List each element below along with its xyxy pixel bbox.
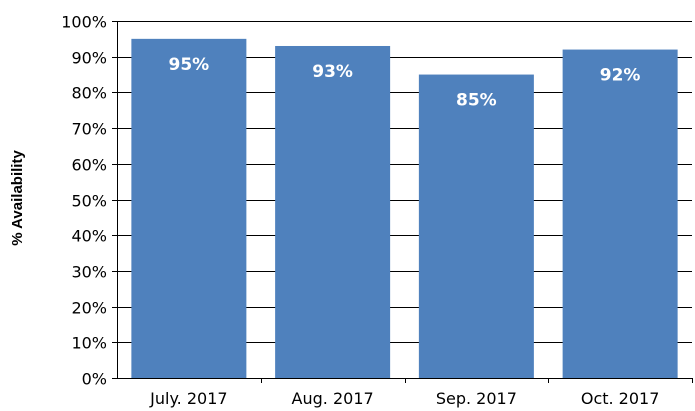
bar [275, 45, 391, 379]
data-labels: 95% 93% 85% 92% [169, 55, 641, 111]
y-tick-label: 90% [71, 49, 107, 68]
data-label: 92% [600, 66, 641, 86]
y-tick-label: 0% [82, 370, 107, 389]
y-tick-label: 100% [61, 13, 107, 32]
data-label: 93% [312, 62, 353, 82]
bar [131, 38, 247, 378]
y-tick-label: 20% [71, 299, 107, 318]
x-tick-label: Sep. 2017 [436, 389, 517, 408]
y-tick-label: 60% [71, 156, 107, 175]
bars [131, 38, 678, 379]
x-tick-label: Oct. 2017 [581, 389, 660, 408]
data-label: 85% [456, 91, 497, 111]
y-tick-label: 30% [71, 263, 107, 282]
y-tick-labels: 0% 10% 20% 30% 40% 50% 60% 70% 80% 90% 100% [61, 13, 107, 389]
y-tick-label: 40% [71, 227, 107, 246]
bar [562, 49, 678, 379]
y-axis-title: % Availability [9, 150, 26, 246]
axes [112, 21, 693, 383]
x-tick-labels: July. 2017 Aug. 2017 Sep. 2017 Oct. 2017 [149, 389, 659, 408]
y-tick-label: 70% [71, 120, 107, 139]
bar [418, 74, 534, 379]
x-tick-label: Aug. 2017 [292, 389, 374, 408]
x-tick-label: July. 2017 [149, 389, 227, 408]
data-label: 95% [169, 55, 210, 75]
y-tick-label: 80% [71, 84, 107, 103]
y-tick-label: 50% [71, 192, 107, 211]
y-tick-label: 10% [71, 334, 107, 353]
